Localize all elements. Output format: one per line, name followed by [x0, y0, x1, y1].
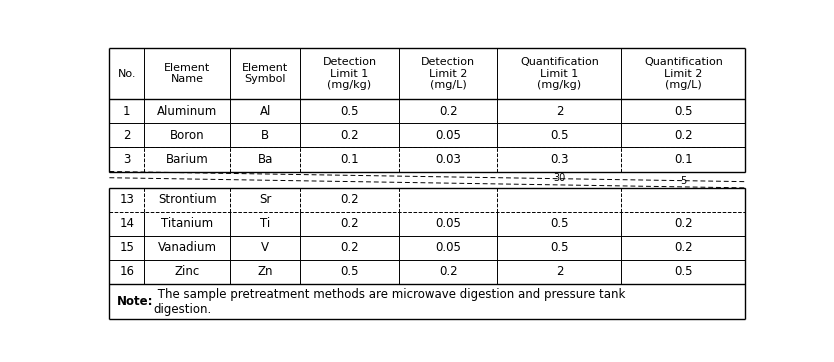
Text: Strontium: Strontium: [158, 193, 217, 206]
Text: Al: Al: [259, 105, 271, 118]
Text: Zn: Zn: [258, 265, 273, 278]
Text: 0.2: 0.2: [340, 241, 359, 254]
Text: 0.5: 0.5: [674, 265, 693, 278]
Text: Ba: Ba: [258, 153, 273, 166]
Text: 2: 2: [123, 129, 131, 142]
Text: Vanadium: Vanadium: [158, 241, 217, 254]
Text: 0.2: 0.2: [340, 129, 359, 142]
Text: 0.5: 0.5: [674, 105, 693, 118]
Text: 2: 2: [555, 265, 563, 278]
Text: 0.2: 0.2: [439, 105, 457, 118]
Text: 5: 5: [681, 176, 686, 185]
Text: 0.03: 0.03: [435, 153, 461, 166]
Text: 16: 16: [119, 265, 134, 278]
Text: 0.05: 0.05: [435, 241, 461, 254]
Text: Ti: Ti: [260, 218, 270, 230]
Text: 0.2: 0.2: [340, 218, 359, 230]
Text: 0.5: 0.5: [550, 129, 569, 142]
Text: 15: 15: [119, 241, 134, 254]
Text: Aluminum: Aluminum: [157, 105, 218, 118]
Text: Quantification
Limit 1
(mg/kg): Quantification Limit 1 (mg/kg): [520, 57, 599, 90]
Text: 30: 30: [553, 173, 565, 184]
Text: 0.2: 0.2: [674, 241, 693, 254]
Text: 0.2: 0.2: [340, 193, 359, 206]
Text: Element
Name: Element Name: [164, 63, 210, 84]
Text: 0.2: 0.2: [439, 265, 457, 278]
Text: The sample pretreatment methods are microwave digestion and pressure tank
digest: The sample pretreatment methods are micr…: [153, 288, 625, 316]
Text: 0.05: 0.05: [435, 218, 461, 230]
Text: Sr: Sr: [259, 193, 271, 206]
Text: No.: No.: [118, 68, 136, 79]
Text: Element
Symbol: Element Symbol: [242, 63, 289, 84]
Text: 13: 13: [119, 193, 134, 206]
Text: 0.2: 0.2: [674, 129, 693, 142]
Text: Detection
Limit 2
(mg/L): Detection Limit 2 (mg/L): [421, 57, 475, 90]
Text: 0.1: 0.1: [340, 153, 359, 166]
Text: 0.5: 0.5: [550, 241, 569, 254]
Text: 0.1: 0.1: [674, 153, 693, 166]
Text: B: B: [261, 129, 269, 142]
Text: 3: 3: [123, 153, 131, 166]
Text: Zinc: Zinc: [174, 265, 200, 278]
Text: 0.2: 0.2: [674, 218, 693, 230]
Text: 0.05: 0.05: [435, 129, 461, 142]
Text: 2: 2: [555, 105, 563, 118]
Text: 1: 1: [123, 105, 131, 118]
Text: 0.5: 0.5: [550, 218, 569, 230]
Text: Detection
Limit 1
(mg/kg): Detection Limit 1 (mg/kg): [323, 57, 377, 90]
Text: 0.5: 0.5: [340, 105, 359, 118]
Text: Quantification
Limit 2
(mg/L): Quantification Limit 2 (mg/L): [644, 57, 723, 90]
Text: Note:: Note:: [117, 295, 153, 308]
Text: Barium: Barium: [166, 153, 208, 166]
Text: Titanium: Titanium: [161, 218, 214, 230]
Text: 0.5: 0.5: [340, 265, 359, 278]
Text: 0.3: 0.3: [550, 153, 569, 166]
Text: 14: 14: [119, 218, 134, 230]
Text: V: V: [261, 241, 269, 254]
Text: Boron: Boron: [170, 129, 204, 142]
